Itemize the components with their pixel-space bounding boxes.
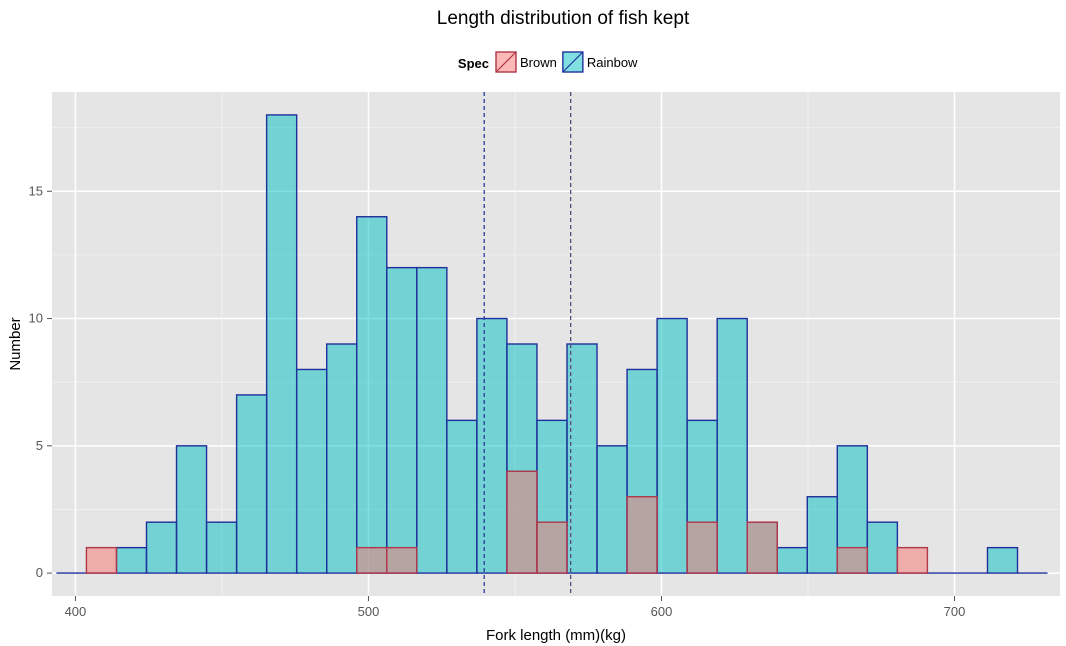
brown-bar: [836, 546, 869, 574]
rainbow-legend-key-slash: [562, 51, 584, 73]
x-axis-title: Fork length (mm)(kg): [486, 627, 626, 644]
brown-bar: [386, 546, 418, 574]
rainbow-bar: [265, 114, 298, 574]
rainbow-bar: [596, 445, 628, 574]
rainbow-bar: [386, 266, 418, 574]
x-tick-label: 500: [358, 604, 380, 619]
rainbow-bar: [115, 546, 148, 574]
rainbow-bar: [235, 394, 268, 574]
rainbow-bar: [446, 419, 478, 574]
x-tick-label: 700: [944, 604, 966, 619]
mean-lines: [483, 92, 572, 596]
brown-bar: [686, 521, 718, 574]
brown-series: [85, 470, 929, 574]
rainbow-bar: [656, 317, 688, 574]
y-tick-label: 0: [36, 565, 43, 580]
rainbow-bar: [205, 521, 238, 574]
x-tick-label: 600: [651, 604, 673, 619]
brown-bar: [746, 521, 778, 574]
legend-title: Spec: [458, 56, 489, 71]
rainbow-bar: [986, 546, 1019, 574]
y-axis: 0 5 10 15: [29, 183, 52, 580]
rainbow-bar: [566, 343, 598, 574]
rainbow-bar: [866, 521, 899, 574]
y-axis-title: Number: [7, 317, 24, 370]
brown-bar: [356, 546, 388, 574]
rainbow-bar: [776, 546, 808, 574]
rainbow-bar: [806, 496, 839, 574]
brown-bar: [85, 546, 118, 574]
brown-bar: [536, 521, 568, 574]
brown-bar: [626, 496, 658, 574]
rainbow-legend-label: Rainbow: [587, 55, 638, 70]
brown-legend-key-slash: [495, 51, 517, 73]
chart-title: Length distribution of fish kept: [437, 8, 690, 29]
brown-bar: [896, 546, 929, 574]
brown-legend-label: Brown: [520, 55, 557, 70]
rainbow-bar: [716, 317, 748, 574]
rainbow-bar: [476, 317, 508, 574]
rainbow-bar: [416, 266, 448, 574]
x-axis: 400 500 600 700: [65, 596, 966, 619]
rainbow-bar: [175, 445, 208, 574]
rainbow-bar: [356, 216, 388, 574]
rainbow-bar: [326, 343, 358, 574]
rainbow-bar: [295, 368, 328, 574]
y-tick-label: 15: [29, 183, 43, 198]
y-tick-label: 5: [36, 438, 43, 453]
y-tick-label: 10: [29, 311, 43, 326]
x-tick-label: 400: [65, 604, 87, 619]
rainbow-bar: [145, 521, 178, 574]
brown-bar: [506, 470, 538, 574]
legend: Spec Brown Rainbow: [458, 51, 638, 73]
